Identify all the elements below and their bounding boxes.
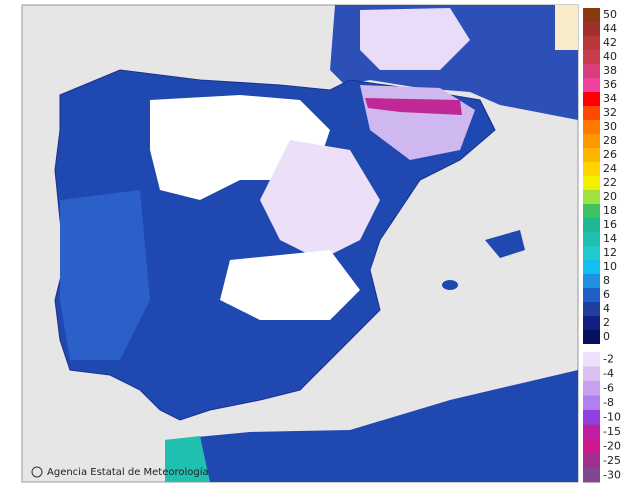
copyright-icon [31,466,43,478]
africa [165,370,578,482]
legend-swatch [583,260,600,274]
legend-label: 20 [603,190,617,203]
legend-label: 14 [603,232,617,245]
legend-label: 22 [603,176,617,189]
legend-label: 32 [603,106,617,119]
legend-label: -20 [603,439,621,452]
legend-label: -30 [603,468,621,481]
legend-swatch [583,274,600,288]
legend-label: 16 [603,218,617,231]
italy [555,5,578,50]
legend-label: -15 [603,425,621,438]
cold-area [220,250,360,320]
legend-swatch [583,453,600,468]
legend-swatch [583,302,600,316]
legend-swatch [583,134,600,148]
legend-label: 2 [603,316,610,329]
legend-label: 40 [603,50,617,63]
legend-swatch [583,162,600,176]
legend-label: 34 [603,92,617,105]
legend-swatch [583,64,600,78]
legend-swatch [583,288,600,302]
legend-swatch [583,439,600,454]
legend-label: -2 [603,352,614,365]
legend-swatch [583,106,600,120]
legend-swatch [583,204,600,218]
cold-area [360,8,470,70]
legend-swatch [583,92,600,106]
warm-area [60,190,150,360]
cold-area [260,140,380,260]
legend-swatch [583,190,600,204]
legend-label: 42 [603,36,617,49]
legend-swatch [583,8,600,22]
legend-swatch [583,468,600,483]
legend-swatch [583,78,600,92]
legend-swatch [583,36,600,50]
legend-label: 50 [603,8,617,21]
legend-label: 38 [603,64,617,77]
legend-swatch [583,232,600,246]
legend-label: 26 [603,148,617,161]
legend-label: 44 [603,22,617,35]
legend-label: 28 [603,134,617,147]
legend-swatch [583,246,600,260]
legend-swatch [583,120,600,134]
legend-swatch [583,330,600,344]
legend-label: 24 [603,162,617,175]
legend-label: -6 [603,381,614,394]
legend-label: -25 [603,454,621,467]
legend-swatch [583,316,600,330]
warm-area [165,436,210,482]
legend-swatch [583,395,600,410]
legend-label: 36 [603,78,617,91]
legend-label: 18 [603,204,617,217]
legend-swatch [583,148,600,162]
legend-label: -10 [603,410,621,423]
legend-label: 30 [603,120,617,133]
legend-swatch [583,410,600,425]
legend-label: -8 [603,396,614,409]
legend-label: 12 [603,246,617,259]
legend-swatch [583,366,600,381]
legend-swatch [583,218,600,232]
legend-swatch [583,22,600,36]
legend-label: 10 [603,260,617,273]
legend-swatch [583,352,600,367]
legend-label: 6 [603,288,610,301]
legend-label: 0 [603,330,610,343]
island [485,230,525,258]
legend-swatch [583,50,600,64]
legend-swatch [583,381,600,396]
legend-swatch [583,424,600,439]
cold-area [365,98,462,115]
legend-label: 4 [603,302,610,315]
legend-label: 8 [603,274,610,287]
attribution: Agencia Estatal de Meteorología [47,466,209,478]
island [442,280,458,290]
legend-swatch [583,176,600,190]
legend: 5044424038363432302826242220181614121086… [583,8,621,483]
legend-label: -4 [603,367,614,380]
